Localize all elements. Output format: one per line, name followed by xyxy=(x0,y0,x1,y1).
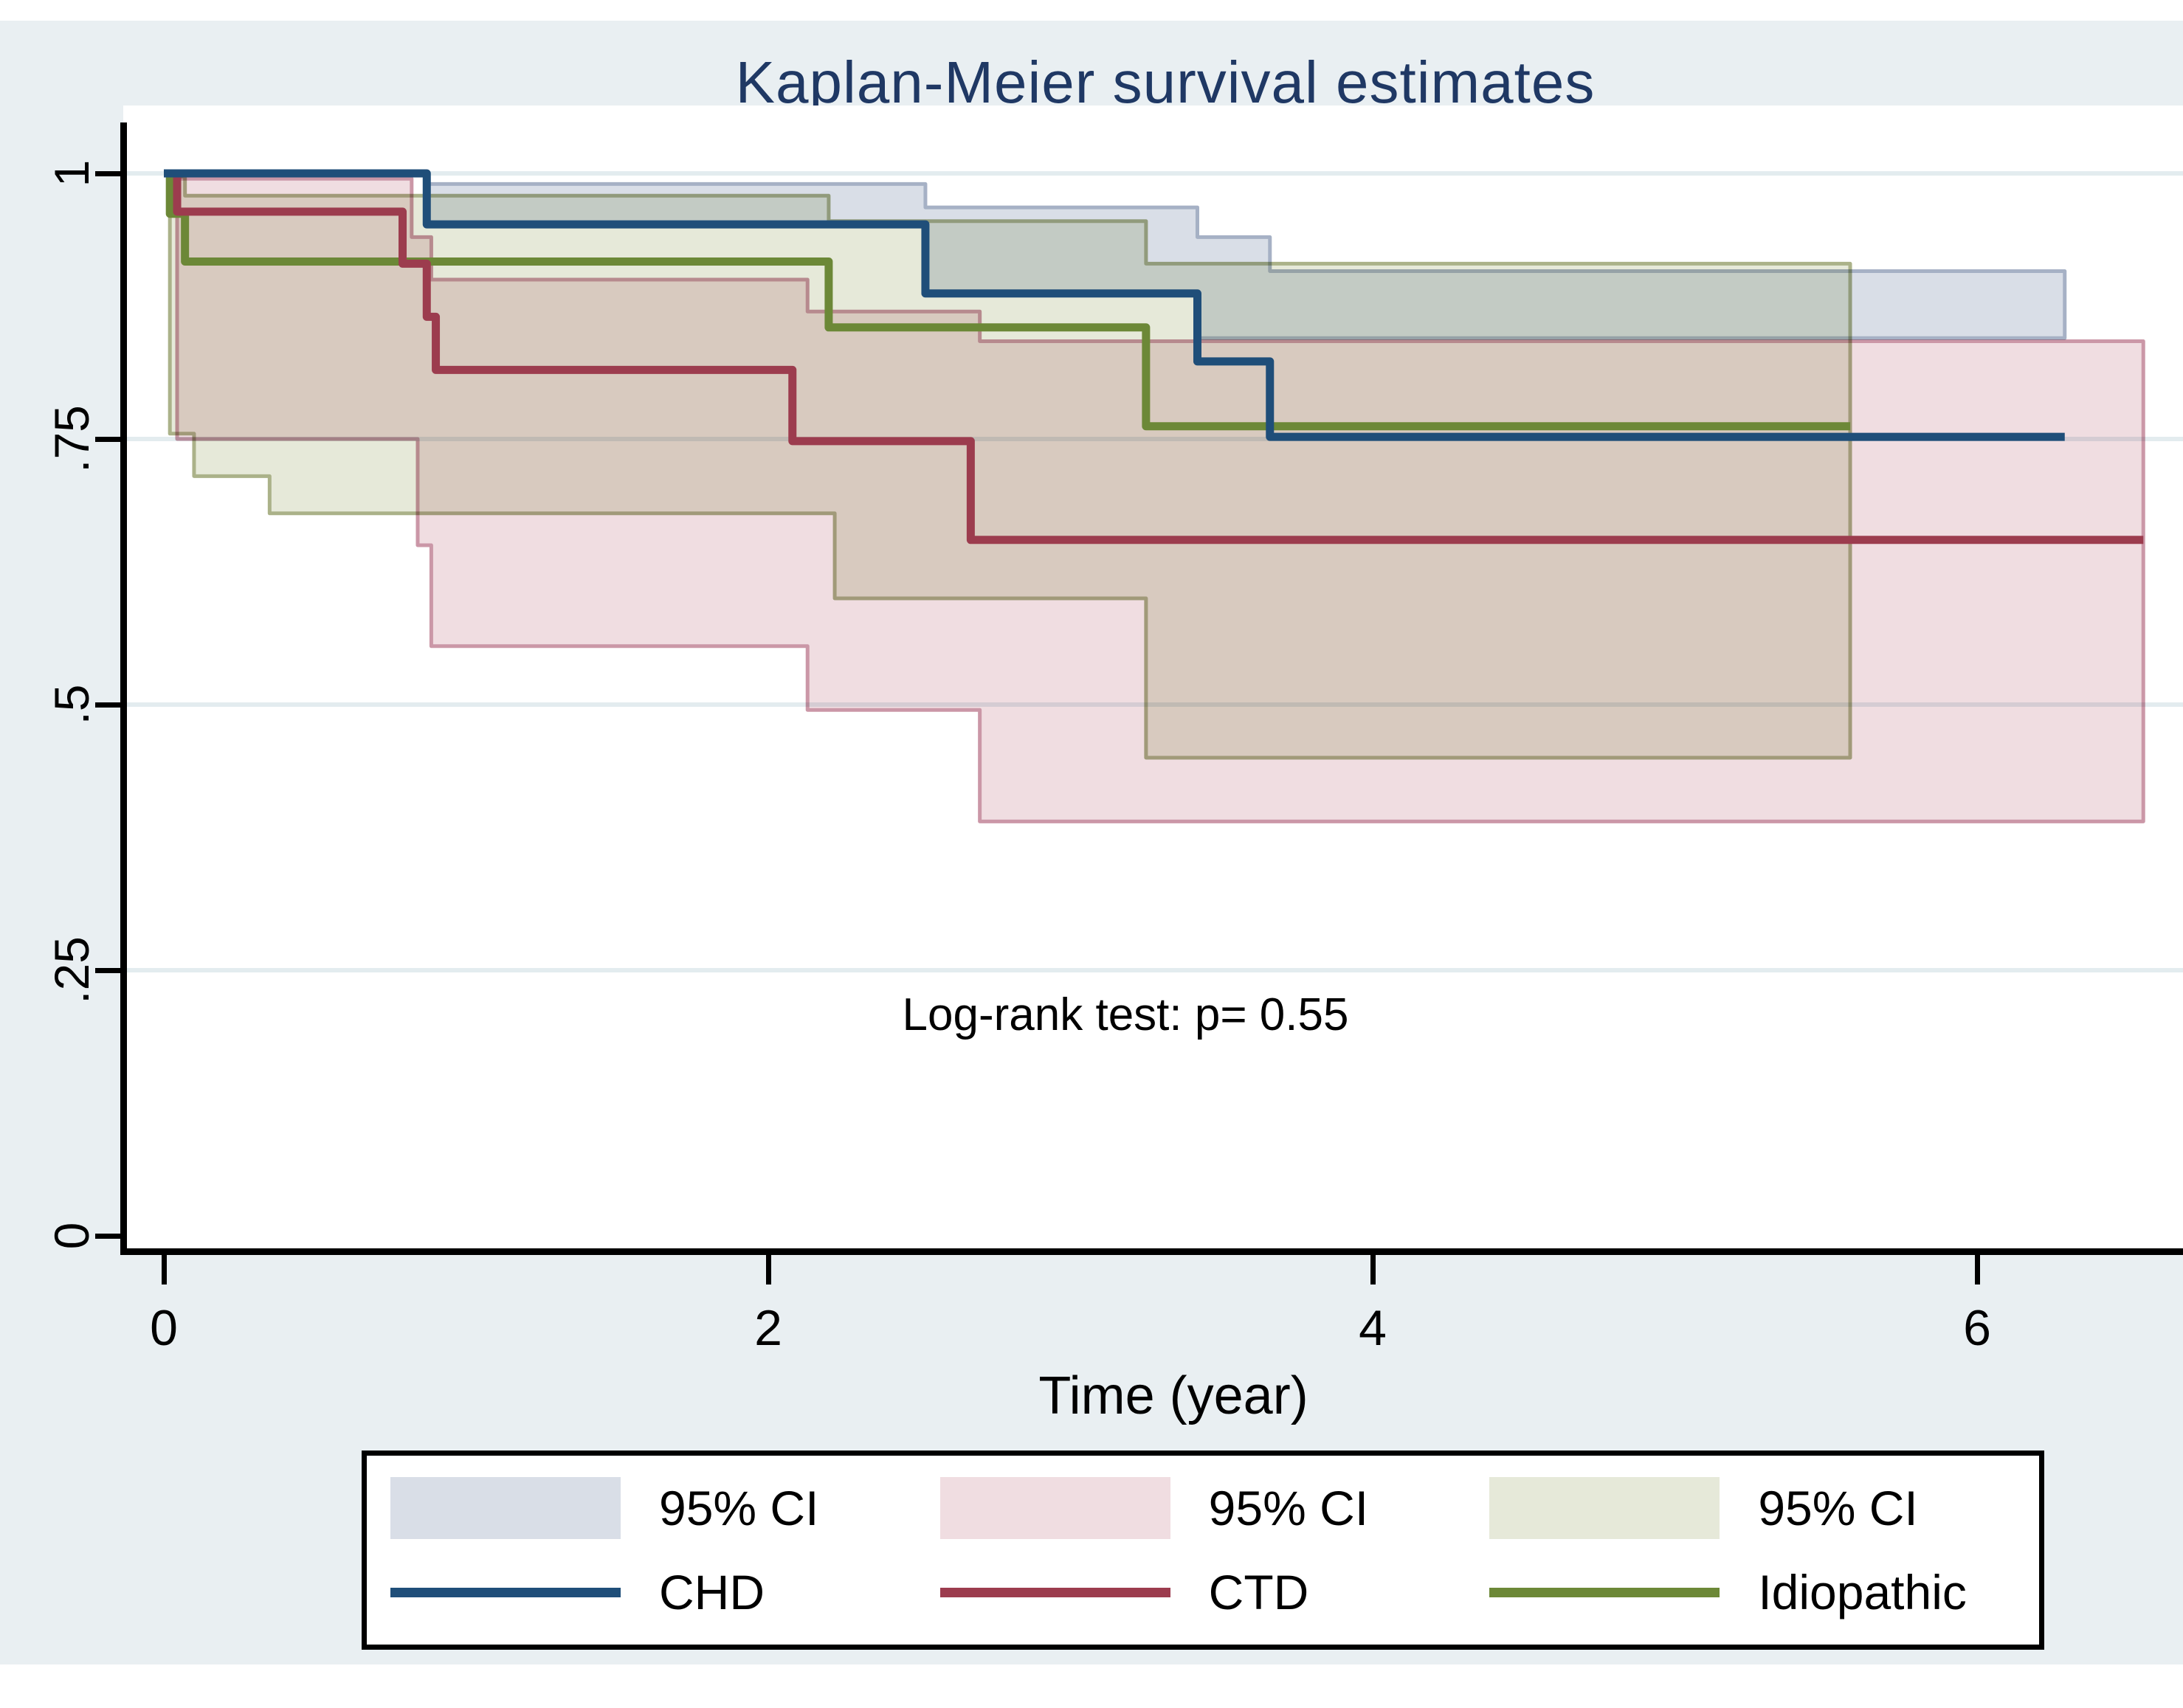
legend-label: 95% CI xyxy=(1208,1481,1369,1535)
x-axis-line xyxy=(120,1248,2183,1255)
x-tick-mark-2 xyxy=(766,1255,771,1285)
curve-CTD xyxy=(164,169,2144,544)
km-plot: 1 .75 .5 .25 0 0 2 4 6 Time (year) Log-rank tes… xyxy=(44,106,2183,1425)
legend-label: 95% CI xyxy=(1758,1481,1918,1535)
legend-line-icon xyxy=(390,1587,621,1597)
x-axis-title: Time (year) xyxy=(1038,1366,1308,1425)
legend-entry-idiopathic: Idiopathic xyxy=(1489,1564,2039,1620)
chart-title: Kaplan-Meier survival estimates xyxy=(735,49,1596,115)
y-tick-label-0: 0 xyxy=(44,1223,99,1250)
legend-label: CHD xyxy=(659,1565,765,1619)
y-tick-mark-0.5 xyxy=(95,702,123,708)
y-axis-line xyxy=(120,122,127,1254)
legend-ci-swatch-icon xyxy=(1489,1477,1720,1539)
legend-entry-ci-1: 95% CI xyxy=(939,1477,1490,1539)
y-tick-label-1: 1 xyxy=(44,160,99,187)
legend-entry-ci-2: 95% CI xyxy=(1489,1477,2039,1539)
survival-curves xyxy=(164,169,2144,544)
curve-Idiopathic xyxy=(164,169,1851,431)
legend-line-icon xyxy=(939,1587,1170,1597)
legend-label: 95% CI xyxy=(659,1481,819,1535)
legend-ci-swatch-icon xyxy=(939,1477,1170,1539)
x-tick-marks xyxy=(162,1255,1980,1285)
y-tick-mark-0.25 xyxy=(95,968,123,973)
x-tick-mark-0 xyxy=(162,1255,167,1285)
legend-ci-swatch-icon xyxy=(390,1477,621,1539)
y-tick-label-0.75: .75 xyxy=(44,405,99,473)
legend-entry-ci-0: 95% CI xyxy=(390,1477,940,1539)
x-tick-label-6: 6 xyxy=(1963,1300,1991,1356)
y-tick-mark-0 xyxy=(95,1234,123,1239)
figure-background: Kaplan-Meier survival estimates 1 .75 .5 .2… xyxy=(0,21,2183,1664)
y-tick-labels: 1 .75 .5 .25 0 xyxy=(44,160,99,1250)
y-tick-mark-1 xyxy=(95,171,123,176)
legend: 95% CI 95% CI 95% CI CHD CTD Idiopathic xyxy=(362,1451,2044,1650)
x-tick-label-4: 4 xyxy=(1359,1300,1387,1356)
ci-band-Idiopathic xyxy=(168,174,1852,760)
legend-label: Idiopathic xyxy=(1758,1565,1967,1619)
x-tick-mark-4 xyxy=(1370,1255,1376,1285)
x-tick-label-0: 0 xyxy=(150,1300,178,1356)
y-tick-mark-0.75 xyxy=(95,437,123,442)
axes xyxy=(95,122,2183,1285)
y-tick-marks xyxy=(95,171,123,1239)
legend-label: CTD xyxy=(1208,1565,1309,1619)
legend-line-icon xyxy=(1489,1587,1720,1597)
annotation-text: Log-rank test: p= 0.55 xyxy=(903,989,1349,1040)
y-tick-label-0.25: .25 xyxy=(44,936,99,1004)
x-tick-labels: 0 2 4 6 xyxy=(150,1300,1991,1356)
legend-entry-ctd: CTD xyxy=(939,1564,1490,1620)
y-tick-label-0.5: .5 xyxy=(44,684,99,725)
ci-bands xyxy=(168,174,2145,823)
x-tick-label-2: 2 xyxy=(754,1300,782,1356)
legend-entry-chd: CHD xyxy=(390,1564,940,1620)
curve-CHD xyxy=(164,169,2065,441)
x-tick-mark-6 xyxy=(1975,1255,1980,1285)
